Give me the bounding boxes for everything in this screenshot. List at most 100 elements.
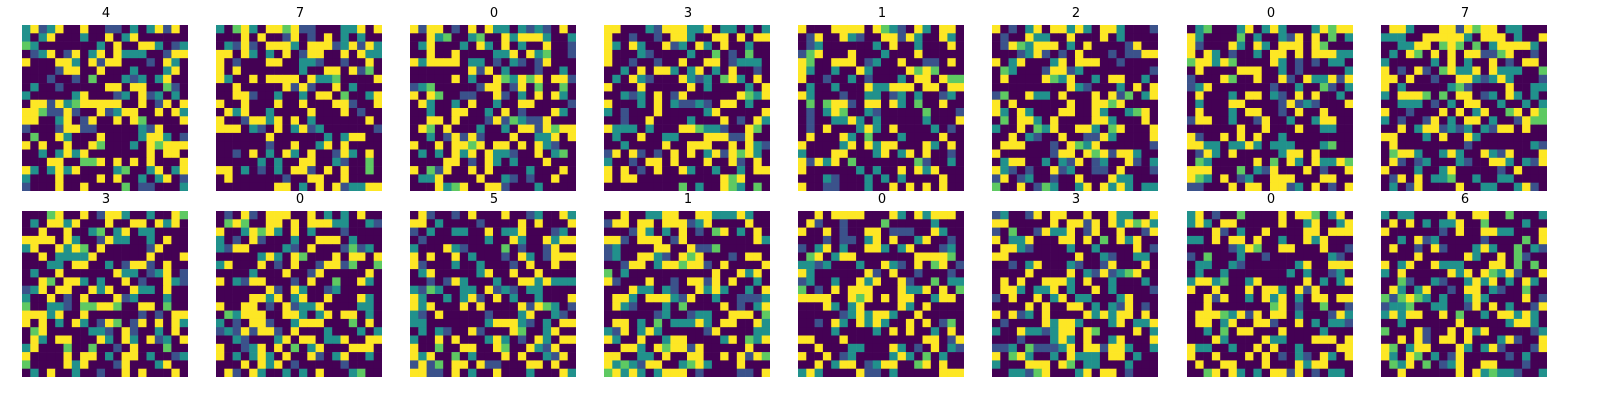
heatmap-cell — [604, 302, 613, 311]
heatmap-cell — [307, 83, 316, 92]
heatmap-cell — [1091, 182, 1101, 191]
heatmap-cell — [955, 99, 964, 109]
heatmap-cell — [468, 327, 477, 336]
heatmap-cell — [1245, 182, 1254, 191]
heatmap-cell — [240, 33, 250, 42]
heatmap-cell — [914, 141, 923, 150]
heatmap-cell — [373, 174, 382, 183]
heatmap-cell — [662, 294, 671, 303]
heatmap-cell — [1430, 33, 1440, 42]
heatmap-cell — [1099, 58, 1109, 67]
heatmap-cell — [905, 108, 915, 117]
heatmap-cell — [373, 124, 382, 134]
heatmap-cell — [720, 25, 729, 34]
heatmap-cell — [604, 74, 613, 84]
heatmap-cell — [63, 269, 73, 278]
heatmap-cell — [468, 227, 477, 237]
heatmap-cell — [55, 335, 64, 345]
heatmap-cell — [249, 294, 258, 303]
heatmap-cell — [80, 157, 89, 167]
heatmap-cell — [922, 132, 932, 142]
heatmap-cell — [443, 269, 452, 278]
heatmap-cell — [526, 108, 535, 117]
heatmap-cell — [265, 157, 275, 167]
heatmap-cell — [171, 343, 180, 353]
heatmap-image — [22, 211, 188, 377]
heatmap-cell — [493, 25, 502, 34]
heatmap-cell — [323, 132, 333, 142]
heatmap-cell — [348, 166, 358, 175]
heatmap-cell — [955, 174, 964, 183]
heatmap-cell — [224, 302, 233, 311]
heatmap-cell — [154, 360, 164, 369]
heatmap-cell — [80, 368, 89, 377]
heatmap-cell — [1286, 74, 1296, 84]
heatmap-cell — [806, 157, 815, 167]
heatmap-cell — [55, 74, 64, 84]
heatmap-cell — [542, 352, 552, 361]
heatmap-cell — [1124, 91, 1134, 100]
heatmap-cell — [620, 260, 630, 270]
heatmap-cell — [332, 74, 341, 84]
heatmap-cell — [105, 166, 114, 175]
heatmap-cell — [1405, 66, 1415, 76]
heatmap-cell — [224, 219, 233, 228]
heatmap-cell — [340, 310, 350, 320]
heatmap-cell — [1008, 166, 1018, 175]
heatmap-cell — [1472, 41, 1481, 51]
heatmap-cell — [373, 41, 382, 51]
heatmap-cell — [1538, 83, 1547, 92]
heatmap-cell — [687, 244, 696, 253]
heatmap-cell — [806, 49, 815, 59]
heatmap-cell — [637, 302, 646, 311]
heatmap-cell — [711, 174, 721, 183]
heatmap-cell — [711, 91, 721, 100]
heatmap-cell — [257, 368, 267, 377]
heatmap-image — [1381, 25, 1547, 191]
heatmap-cell — [459, 49, 469, 59]
heatmap-cell — [753, 302, 762, 311]
heatmap-cell — [620, 25, 630, 34]
heatmap-cell — [315, 352, 325, 361]
heatmap-cell — [947, 91, 956, 100]
heatmap-cell — [534, 124, 544, 134]
heatmap-cell — [55, 318, 64, 328]
heatmap-cell — [864, 25, 873, 34]
heatmap-cell — [357, 335, 366, 345]
heatmap-cell — [434, 211, 444, 220]
heatmap-cell — [736, 277, 746, 286]
heatmap-cell — [373, 166, 382, 175]
heatmap-cell — [930, 108, 940, 117]
heatmap-cell — [282, 335, 291, 345]
heatmap-cell — [1319, 74, 1329, 84]
heatmap-cell — [307, 211, 316, 220]
heatmap-cell — [1294, 74, 1304, 84]
panel-title: 3 — [101, 192, 111, 207]
heatmap-cell — [299, 157, 308, 167]
heatmap-cell — [476, 368, 485, 377]
heatmap-cell — [1447, 25, 1456, 34]
heatmap-cell — [290, 285, 300, 295]
heatmap-cell — [63, 327, 73, 336]
heatmap-cell — [620, 211, 630, 220]
heatmap-cell — [249, 368, 258, 377]
heatmap-cell — [63, 310, 73, 320]
heatmap-cell — [476, 318, 485, 328]
heatmap-cell — [22, 25, 31, 34]
heatmap-cell — [1303, 83, 1312, 92]
heatmap-cell — [1336, 33, 1345, 42]
heatmap-cell — [1141, 149, 1150, 159]
heatmap-cell — [662, 327, 671, 336]
heatmap-cell — [955, 269, 964, 278]
heatmap-cell — [307, 124, 316, 134]
heatmap-cell — [46, 99, 56, 109]
heatmap-cell — [216, 219, 225, 228]
heatmap-cell — [703, 318, 713, 328]
heatmap-cell — [526, 335, 535, 345]
heatmap-cell — [881, 132, 890, 142]
heatmap-cell — [517, 25, 527, 34]
heatmap-cell — [653, 91, 663, 100]
heatmap-cell — [249, 132, 258, 142]
heatmap-cell — [637, 157, 646, 167]
heatmap-cell — [509, 149, 519, 159]
